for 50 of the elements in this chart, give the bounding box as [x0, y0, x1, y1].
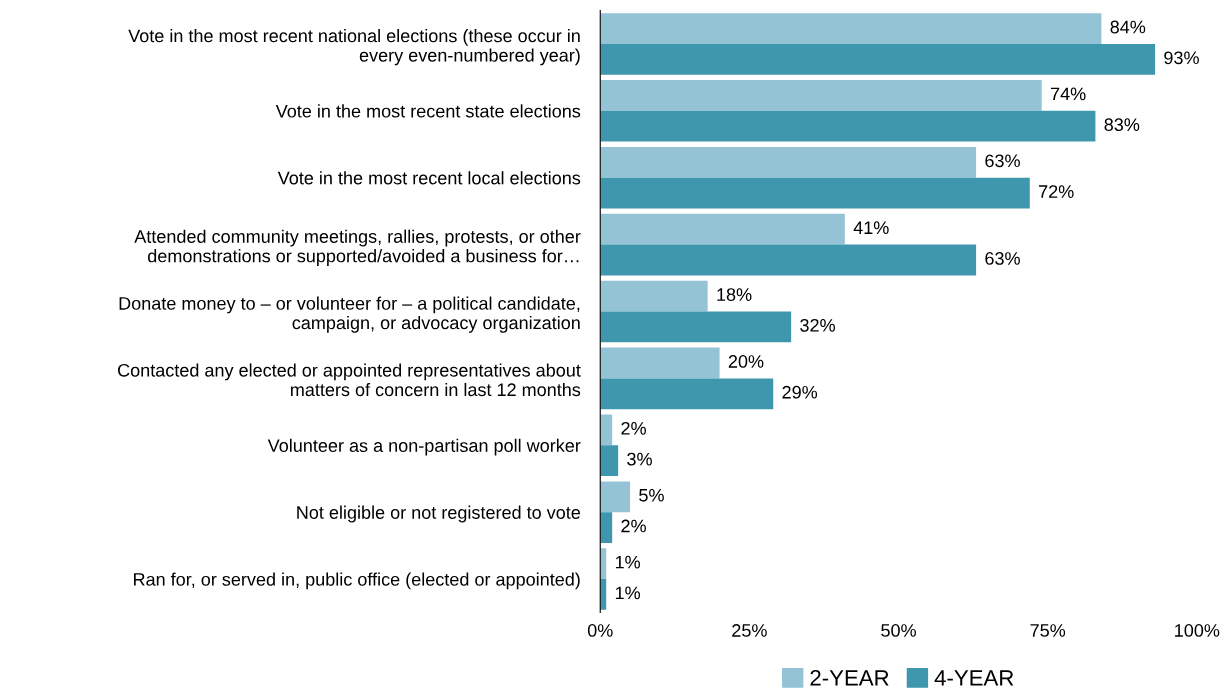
bar	[600, 43, 1156, 75]
data-label: 41%	[853, 221, 889, 234]
bar	[600, 481, 631, 513]
bar	[600, 512, 613, 543]
x-tick-label: 50%	[881, 624, 916, 637]
x-tick-label: 75%	[1030, 624, 1066, 637]
data-label: 83%	[1104, 118, 1140, 132]
data-label: 63%	[985, 252, 1020, 265]
legend-label: 2-YEAR	[810, 669, 889, 686]
data-label: 2%	[621, 519, 646, 533]
bar	[600, 414, 613, 446]
data-label: 63%	[985, 154, 1020, 168]
bar	[600, 13, 1102, 44]
y-tick-label: Vote in the most recent state elections	[275, 104, 581, 118]
y-tick-label: Volunteer as a non-partisan poll worker	[267, 438, 581, 456]
data-label: 5%	[639, 488, 664, 502]
bar	[600, 244, 977, 276]
bar	[600, 213, 845, 245]
data-label: 3%	[627, 452, 652, 466]
data-label: 74%	[1050, 87, 1086, 101]
y-tick-label: Not eligible or not registered to vote	[297, 505, 581, 523]
y-tick-label: Ran for, or served in, public office (elected or appointed)	[134, 572, 580, 590]
data-label: 2%	[621, 421, 646, 435]
bar	[600, 280, 708, 312]
data-label: 84%	[1110, 20, 1146, 34]
data-label: 1%	[615, 555, 640, 569]
y-tick-label: Vote in the most recent national elections (these occur in every even-numbered year)	[128, 28, 580, 66]
data-label: 1%	[615, 586, 640, 600]
x-tick-label: 100%	[1175, 624, 1220, 637]
x-tick-label: 25%	[732, 624, 767, 637]
data-label: 29%	[782, 385, 818, 399]
data-label: 18%	[717, 288, 752, 301]
data-label: 32%	[800, 318, 835, 332]
y-tick-label: Vote in the most recent local elections	[277, 171, 581, 185]
bar	[600, 378, 774, 410]
bar	[600, 146, 977, 178]
bar	[600, 445, 619, 477]
data-label: 93%	[1164, 51, 1199, 65]
legend-label: 4-YEAR	[934, 670, 1014, 686]
y-tick-label: Attended community meetings, rallies, protests, or other demonstrations or supported/avoided a business for…	[134, 229, 581, 266]
bar	[600, 110, 1096, 142]
bar	[600, 347, 720, 379]
x-tick-label: 0%	[587, 624, 613, 637]
y-tick-label: Contacted any elected or appointed representatives about matters of concern in last 12 months	[118, 363, 581, 397]
data-label: 72%	[1039, 185, 1074, 198]
y-tick-label: Donate money to – or volunteer for – a political candidate, campaign, or advocacy organization	[119, 296, 580, 333]
bar	[600, 311, 792, 343]
bar	[600, 177, 1030, 209]
data-label: 20%	[728, 355, 764, 368]
bar	[600, 80, 1042, 111]
